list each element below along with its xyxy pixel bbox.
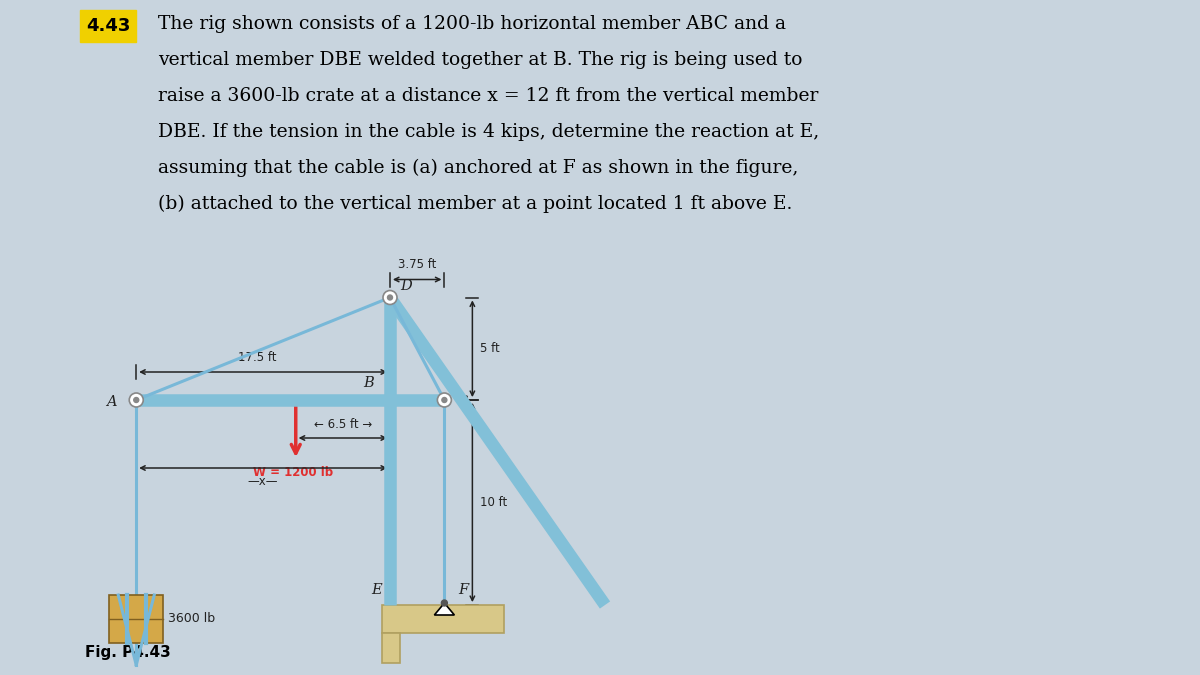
Text: D: D [400, 279, 412, 292]
Text: 4.43: 4.43 [86, 17, 130, 35]
Text: 10 ft: 10 ft [480, 496, 508, 509]
Circle shape [133, 398, 139, 402]
Polygon shape [382, 633, 400, 663]
Text: ← 6.5 ft →: ← 6.5 ft → [313, 418, 372, 431]
Text: Fig. P4.43: Fig. P4.43 [85, 645, 170, 660]
Text: DBE. If the tension in the cable is 4 kips, determine the reaction at E,: DBE. If the tension in the cable is 4 ki… [158, 123, 820, 141]
Text: (b) attached to the vertical member at a point located 1 ft above E.: (b) attached to the vertical member at a… [158, 195, 792, 213]
Text: A: A [106, 395, 116, 409]
Text: raise a 3600-lb crate at a distance x = 12 ft from the vertical member: raise a 3600-lb crate at a distance x = … [158, 87, 818, 105]
Circle shape [130, 393, 143, 407]
FancyBboxPatch shape [80, 10, 136, 42]
Circle shape [442, 600, 448, 606]
Text: —x—: —x— [248, 475, 278, 488]
Text: assuming that the cable is (a) anchored at F as shown in the figure,: assuming that the cable is (a) anchored … [158, 159, 798, 178]
Polygon shape [434, 603, 455, 615]
Circle shape [388, 295, 392, 300]
Text: vertical member DBE welded together at B. The rig is being used to: vertical member DBE welded together at B… [158, 51, 803, 69]
Text: 5 ft: 5 ft [480, 342, 500, 355]
Text: E: E [371, 583, 382, 597]
Polygon shape [382, 605, 504, 633]
Text: B: B [364, 376, 374, 390]
Text: F: F [458, 583, 468, 597]
Text: C: C [456, 395, 468, 409]
Text: W = 1200 lb: W = 1200 lb [253, 466, 332, 479]
Text: 3.75 ft: 3.75 ft [398, 259, 437, 271]
Text: 17.5 ft: 17.5 ft [238, 351, 288, 364]
Polygon shape [109, 595, 163, 643]
Text: 3600 lb: 3600 lb [168, 612, 215, 626]
Circle shape [383, 290, 397, 304]
Text: The rig shown consists of a 1200-lb horizontal member ABC and a: The rig shown consists of a 1200-lb hori… [158, 15, 786, 33]
Circle shape [437, 393, 451, 407]
Circle shape [442, 398, 446, 402]
